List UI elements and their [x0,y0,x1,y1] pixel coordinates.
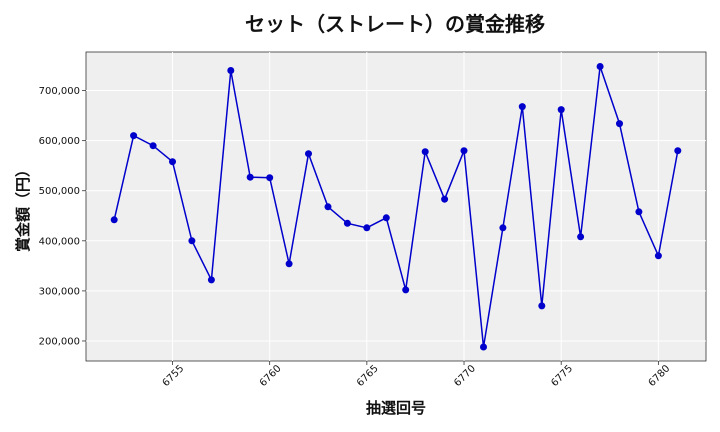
y-tick-label: 200,000 [39,336,80,347]
data-point [149,142,157,150]
data-point [674,147,682,155]
x-tick-label: 6765 [355,363,381,389]
x-tick-label: 6755 [161,363,187,389]
data-point [188,237,196,245]
data-point [285,260,293,268]
data-point [616,120,623,128]
data-point [305,150,312,158]
data-point [324,203,332,211]
x-tick-label: 6780 [647,363,673,389]
data-point [441,195,449,203]
data-point [654,252,662,260]
data-point [246,173,254,181]
y-tick-label: 300,000 [39,286,80,297]
x-axis-ticks: 6755 6760 6765 6770 6775 6780 [161,361,673,389]
data-point [266,174,274,182]
x-axis-title: 抽選回号 [366,399,426,417]
x-tick-label: 6775 [549,363,575,389]
y-tick-label: 400,000 [39,236,80,247]
data-point [227,67,235,74]
data-point [480,343,487,351]
data-point [460,147,468,155]
chart-title: セット（ストレート）の賞金推移 [245,12,545,36]
y-tick-label: 500,000 [39,186,80,197]
data-point [343,219,351,227]
data-point [169,158,176,166]
data-point [518,103,526,111]
data-point [363,224,371,232]
data-point [577,233,585,241]
y-tick-label: 600,000 [39,136,80,147]
data-point [207,276,215,284]
data-point [130,132,138,140]
series-line [113,66,679,348]
series-layer [110,63,682,351]
y-tick-label: 700,000 [39,86,80,97]
data-point [538,302,546,310]
x-tick-label: 6760 [258,363,284,389]
data-point [382,214,390,222]
data-point [499,224,507,232]
data-point [402,286,410,294]
data-point [110,216,118,224]
data-point [596,63,604,70]
data-point [421,148,429,156]
y-axis-ticks: 200,000 300,000 400,000 500,000 600,000 700,0… [39,86,86,347]
data-point [557,106,565,114]
grid-lines [86,52,706,361]
data-point [635,208,643,216]
plot-area [85,51,707,362]
x-tick-label: 6770 [452,363,478,389]
y-axis-title: 賞金額（円） [14,162,32,252]
